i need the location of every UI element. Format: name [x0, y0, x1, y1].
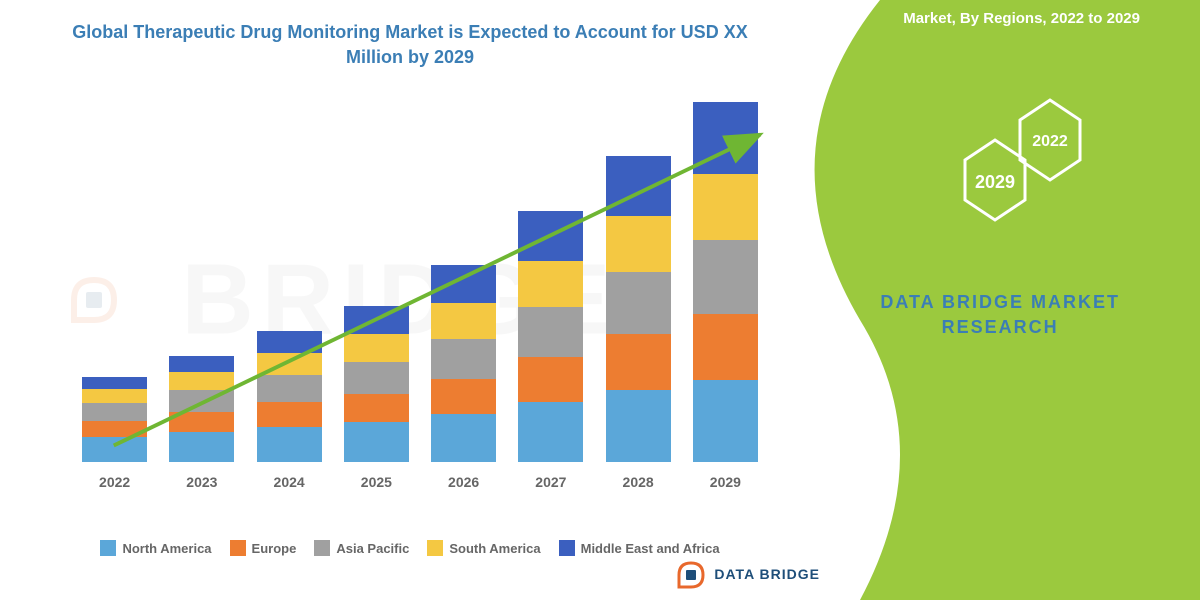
bar-segment: [693, 380, 758, 462]
bar-segment: [257, 353, 322, 375]
bar-segment: [169, 432, 234, 462]
brand-name-text: DATA BRIDGE MARKET RESEARCH: [880, 290, 1120, 340]
bar-stack: [169, 356, 234, 462]
bar-category-label: 2025: [361, 474, 392, 490]
bar-segment: [693, 102, 758, 174]
bar-segment: [257, 427, 322, 462]
legend-label: South America: [449, 541, 540, 556]
bar-segment: [82, 377, 147, 389]
legend-item: North America: [100, 540, 211, 556]
bar-segment: [431, 265, 496, 303]
bar-segment: [518, 357, 583, 402]
bar-stack: [518, 211, 583, 462]
main-container: BRIDGE Global Therapeutic Drug Monitorin…: [0, 0, 1200, 600]
bar-segment: [344, 334, 409, 362]
legend-swatch: [427, 540, 443, 556]
chart-title: Global Therapeutic Drug Monitoring Marke…: [50, 20, 770, 70]
right-panel: Market, By Regions, 2022 to 2029 2029 20…: [800, 0, 1200, 600]
bar-segment: [606, 334, 671, 390]
legend-swatch: [100, 540, 116, 556]
brand-name: DATA BRIDGE MARKET RESEARCH: [880, 290, 1120, 340]
bar-segment: [431, 303, 496, 339]
bar-segment: [257, 375, 322, 402]
legend-label: Europe: [252, 541, 297, 556]
bar-segment: [82, 437, 147, 462]
bar-segment: [344, 422, 409, 462]
bars-container: 2022 2023 2024 2025 2026 2027 2028 2029: [70, 90, 770, 490]
bar-segment: [431, 339, 496, 379]
bar-category-label: 2023: [186, 474, 217, 490]
bar-segment: [82, 421, 147, 437]
legend-item: Middle East and Africa: [559, 540, 720, 556]
bar-group: 2024: [255, 90, 324, 490]
bar-category-label: 2026: [448, 474, 479, 490]
legend-label: North America: [122, 541, 211, 556]
bar-segment: [344, 362, 409, 394]
chart-legend: North America Europe Asia Pacific South Ame…: [50, 540, 770, 556]
bar-segment: [169, 390, 234, 412]
footer-logo: DATA BRIDGE: [676, 560, 820, 590]
panel-title: Market, By Regions, 2022 to 2029: [903, 10, 1140, 27]
bar-segment: [169, 372, 234, 390]
bar-segment: [257, 331, 322, 353]
bar-segment: [693, 240, 758, 314]
bar-group: 2022: [80, 90, 149, 490]
bar-segment: [82, 389, 147, 403]
bar-segment: [431, 379, 496, 414]
legend-swatch: [230, 540, 246, 556]
bar-segment: [169, 412, 234, 432]
bar-category-label: 2024: [274, 474, 305, 490]
bar-stack: [606, 156, 671, 462]
bar-segment: [606, 390, 671, 462]
bar-segment: [169, 356, 234, 372]
bar-segment: [518, 402, 583, 462]
chart-section: BRIDGE Global Therapeutic Drug Monitorin…: [0, 0, 800, 600]
bar-segment: [518, 307, 583, 357]
bar-stack: [431, 265, 496, 462]
bar-category-label: 2029: [710, 474, 741, 490]
bar-segment: [606, 216, 671, 272]
bar-segment: [431, 414, 496, 462]
bar-stack: [82, 377, 147, 462]
bar-segment: [606, 156, 671, 216]
bar-category-label: 2028: [623, 474, 654, 490]
legend-label: Asia Pacific: [336, 541, 409, 556]
bar-segment: [82, 403, 147, 421]
bar-segment: [693, 314, 758, 380]
bar-stack: [257, 331, 322, 462]
bar-segment: [518, 261, 583, 307]
bar-segment: [257, 402, 322, 427]
year-hexagons: 2029 2022: [910, 80, 1110, 260]
bar-group: 2023: [167, 90, 236, 490]
legend-label: Middle East and Africa: [581, 541, 720, 556]
bar-group: 2027: [516, 90, 585, 490]
bar-group: 2029: [691, 90, 760, 490]
bar-segment: [344, 394, 409, 422]
bar-group: 2025: [342, 90, 411, 490]
legend-swatch: [314, 540, 330, 556]
bar-group: 2026: [429, 90, 498, 490]
legend-item: South America: [427, 540, 540, 556]
legend-swatch: [559, 540, 575, 556]
legend-item: Europe: [230, 540, 297, 556]
chart-area: 2022 2023 2024 2025 2026 2027 2028 2029: [70, 90, 770, 490]
bar-category-label: 2027: [535, 474, 566, 490]
hex-label-2022: 2022: [1032, 133, 1068, 150]
bar-segment: [518, 211, 583, 261]
bar-category-label: 2022: [99, 474, 130, 490]
footer-logo-icon: [676, 560, 706, 590]
hex-label-2029: 2029: [975, 172, 1015, 192]
footer-logo-text: DATA BRIDGE: [714, 567, 820, 582]
bar-segment: [693, 174, 758, 240]
bar-segment: [606, 272, 671, 334]
bar-stack: [344, 306, 409, 462]
bar-group: 2028: [604, 90, 673, 490]
bar-segment: [344, 306, 409, 334]
bar-stack: [693, 102, 758, 462]
legend-item: Asia Pacific: [314, 540, 409, 556]
